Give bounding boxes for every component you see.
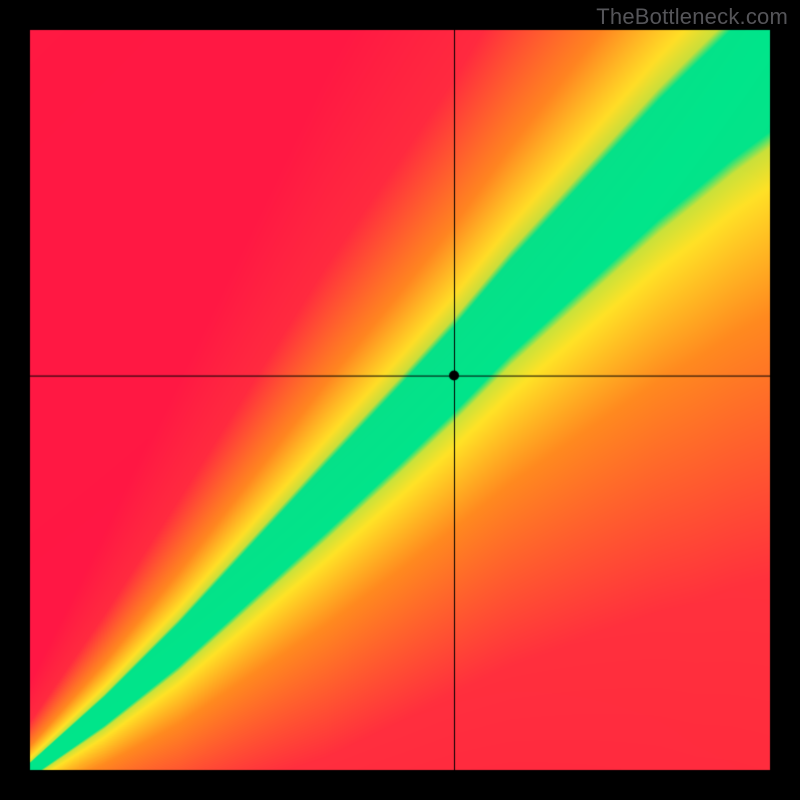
- chart-container: TheBottleneck.com: [0, 0, 800, 800]
- watermark-text: TheBottleneck.com: [596, 4, 788, 30]
- heatmap-canvas: [0, 0, 800, 800]
